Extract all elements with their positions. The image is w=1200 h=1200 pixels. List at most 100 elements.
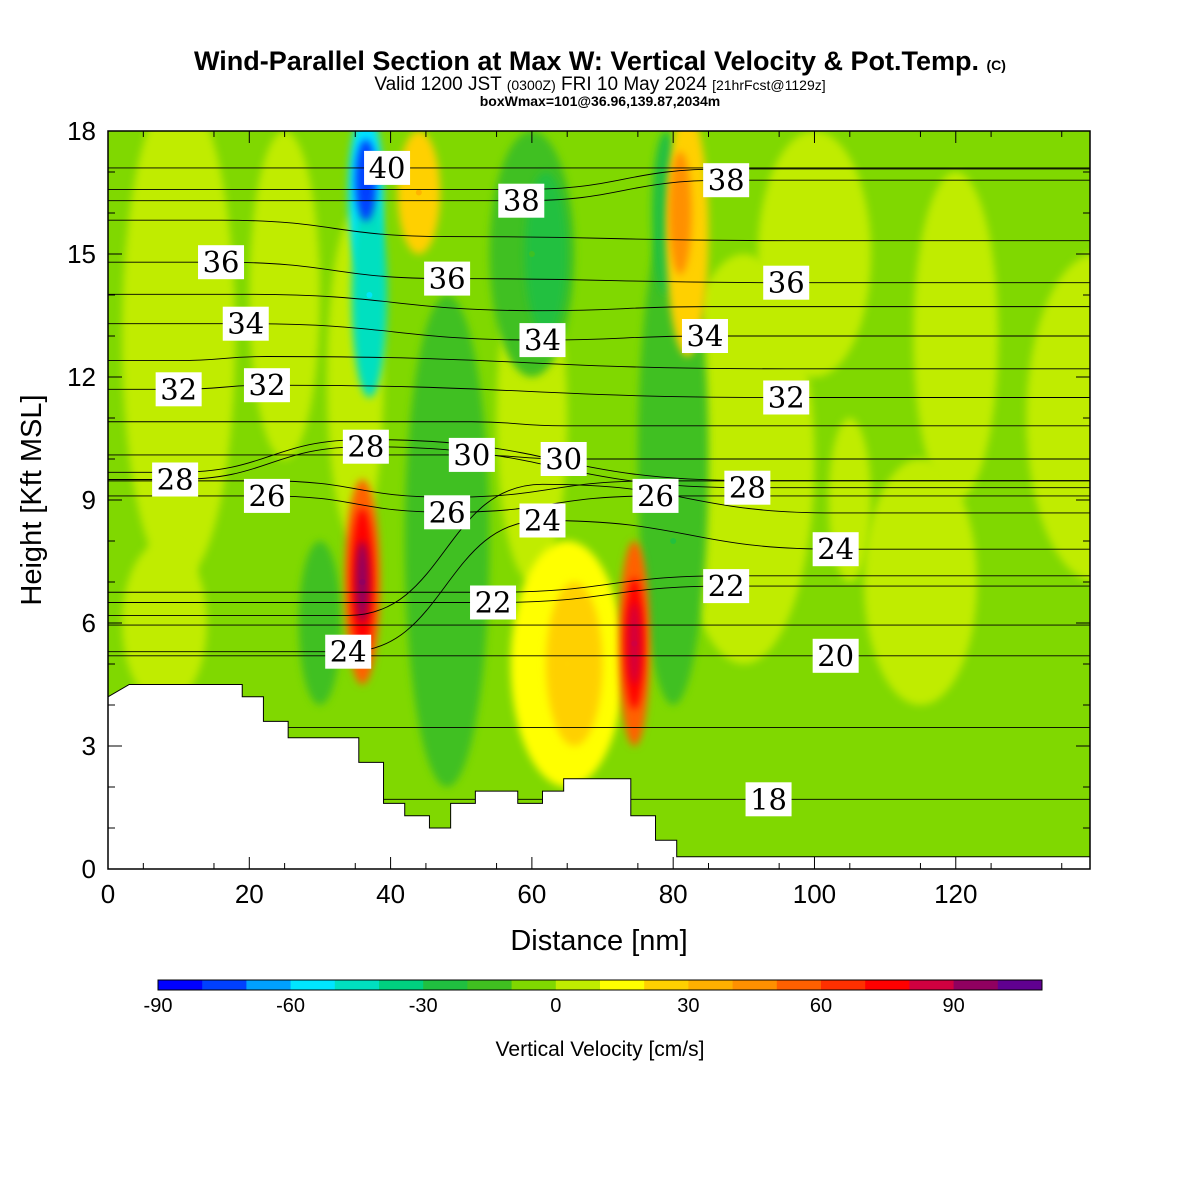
contour-label-box [632,478,679,513]
colorbar-tick-label: 90 [942,995,964,1017]
contour-label-box [222,306,269,341]
theta-contour-line [108,168,1090,190]
contour-label-box [448,437,495,472]
vv-cell [757,131,871,377]
x-tick-label: 60 [517,879,546,909]
contour-label: 32 [243,368,290,403]
y-tick-label: 3 [82,731,96,761]
contour-label: 32 [763,380,810,415]
colorbar-swatch [467,980,513,990]
contour-label-box [152,462,199,497]
contour-label-text: 20 [817,639,854,673]
colorbar-swatch [821,980,866,990]
contour-label-text: 38 [708,163,745,197]
colorbar-swatch [158,980,203,990]
colorbar-swatch [644,980,689,990]
vv-cell [298,541,342,705]
contour-label-box [470,585,517,620]
colorbar-swatch [997,980,1043,990]
vv-cell [122,541,207,705]
y-axis-label: Height [Kft MSL] [16,394,48,605]
contour-label-box [519,503,566,538]
contour-label: 28 [152,462,199,497]
x-tick-label: 0 [101,879,115,909]
theta-contour-line [108,454,1090,460]
vv-cell [1026,254,1090,582]
contour-label: 18 [745,782,792,817]
vv-feature [366,292,373,298]
contour-label-text: 34 [524,323,561,357]
contour-label-box [703,163,750,198]
contour-label-box [703,569,750,604]
contour-label-text: 34 [687,319,724,353]
y-tick-label: 6 [82,608,96,638]
x-axis: 0 20 40 60 80 100 120 [101,131,1063,909]
colorbar-swatch [600,980,645,990]
contour-label: 26 [424,495,471,530]
colorbar-tick-label: 0 [550,995,561,1017]
contour-label-box [681,319,728,353]
contour-label-text: 22 [708,569,745,603]
contour-label-box [155,372,202,407]
colorbar-swatch [423,980,468,990]
colorbar-swatch [334,980,380,990]
vv-cell [863,459,977,705]
title-copyright-mark: (C) [987,57,1006,73]
theta-contour-line [108,293,1090,312]
contour-label-box [424,495,471,530]
contour-label: 22 [703,569,750,604]
contour-label-box [424,261,471,296]
theta-contour-line [108,421,1090,427]
contour-label-text: 36 [768,266,805,300]
vv-cell [122,131,236,582]
theta-contour-line [108,483,1090,616]
contour-label: 28 [724,470,771,505]
contour-label: 22 [470,585,517,620]
contour-label: 28 [342,429,389,464]
contour-label: 26 [243,478,290,513]
contour-label-text: 32 [249,368,286,402]
contour-label-box [519,323,566,358]
vv-feature [359,579,366,585]
contour-label: 20 [812,638,859,673]
y-tick-label: 0 [82,854,96,884]
contour-label: 34 [222,306,269,341]
contour-label-box [325,634,372,669]
contour-label-text: 30 [545,442,582,476]
contour-label-text: 36 [429,262,466,296]
contour-label: 24 [519,503,566,538]
y-tick-label: 15 [67,239,96,269]
contour-label-box [812,638,859,673]
theta-contour-line [108,585,1090,603]
valid-date: FRI 10 May 2024 [561,74,707,95]
colorbar-swatch [865,980,910,990]
contour-label-text: 26 [429,495,466,529]
box-max-info: boxWmax=101@36.96,139.87,2034m [480,93,721,109]
vv-feature [528,251,535,257]
colorbar-tick-label: 60 [810,995,832,1017]
colorbar-tick-label: 30 [677,995,699,1017]
contour-label: 38 [498,183,545,218]
colorbar-title: Vertical Velocity [cm/s] [496,1038,705,1061]
contour-label-text: 22 [475,586,512,620]
contour-label-text: 26 [249,479,286,513]
colorbar-swatch [290,980,336,990]
contour-label: 40 [364,150,411,185]
colorbar-swatch [379,980,424,990]
contour-label-text: 32 [160,372,197,406]
theta-contour-line [108,575,1090,593]
vv-cell [546,582,603,746]
vv-feature [677,210,684,216]
contour-label-box [763,380,810,415]
contour-label: 30 [540,442,587,476]
contour-label-box [724,470,771,505]
contour-label: 26 [632,478,679,513]
vv-feature [670,538,677,544]
colorbar-swatch [202,980,247,990]
colorbar: -90 -60 -30 0 30 60 90 [144,979,1043,1017]
contour-label-box [540,442,587,476]
contour-label: 34 [681,319,728,353]
contour-label-text: 24 [330,635,367,669]
